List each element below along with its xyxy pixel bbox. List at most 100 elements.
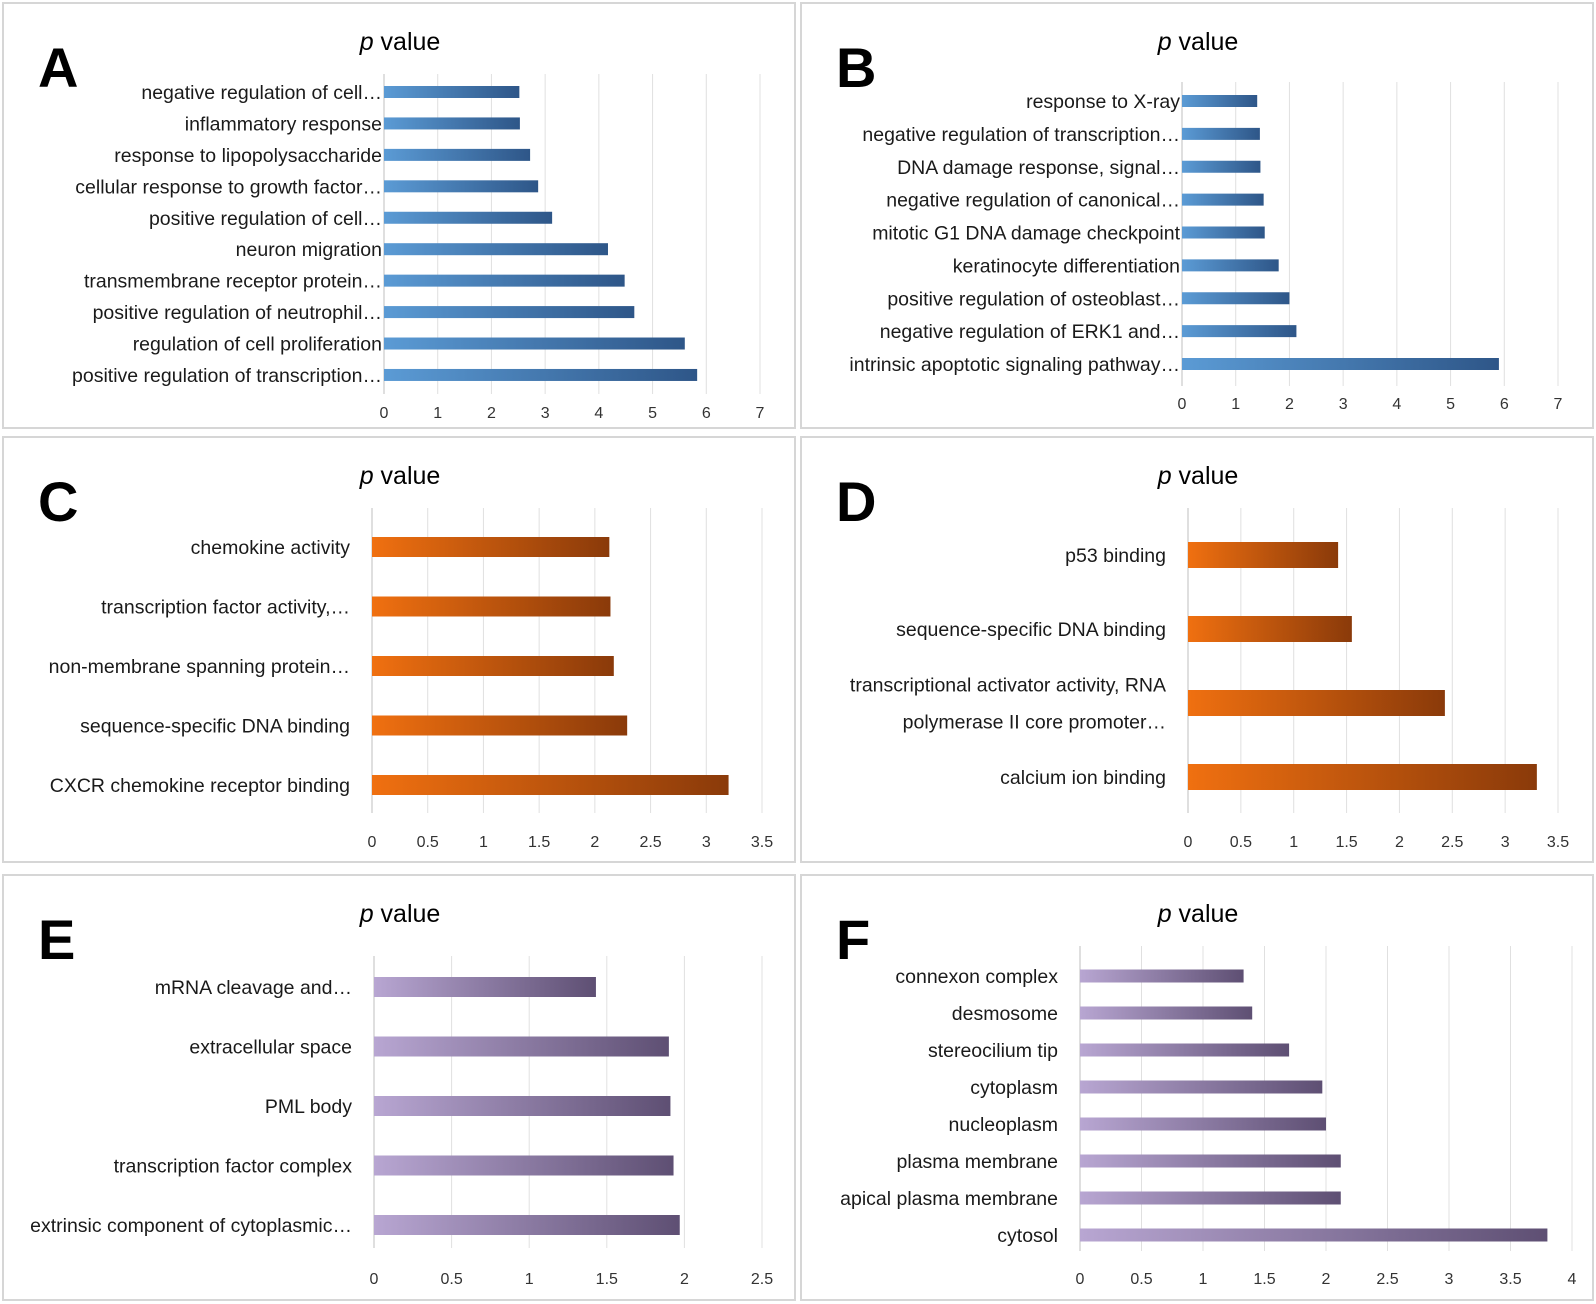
bar xyxy=(384,211,553,224)
bar xyxy=(1182,95,1258,107)
chart-title-text: value xyxy=(1178,28,1239,56)
bar xyxy=(384,180,539,193)
tick-label: 3 xyxy=(541,405,550,422)
category-label: plasma membrane xyxy=(897,1151,1058,1173)
tick-label: 7 xyxy=(756,405,765,422)
category-label: positive regulation of cell… xyxy=(149,208,382,230)
bar xyxy=(1080,1080,1323,1094)
tick-label: 1 xyxy=(1199,1271,1208,1288)
bar xyxy=(1188,542,1339,568)
tick-label: 1 xyxy=(1231,396,1240,413)
bar xyxy=(384,274,625,287)
tick-label: 2.5 xyxy=(1441,834,1463,851)
chart-title: p value xyxy=(360,462,441,491)
bar xyxy=(1188,690,1445,716)
chart-title-italic: p xyxy=(1157,900,1172,928)
category-label: extracellular space xyxy=(189,1037,352,1059)
tick-label: 1.5 xyxy=(528,834,550,851)
bar xyxy=(384,306,635,319)
bar-chart-b: 0 1 2 3 4 5 6 7 response to X-ray negative regula… xyxy=(849,82,1563,413)
panel-d: D p value 0 0.5 1 1.5 2 2.5 3 3.5 p53 binding seq… xyxy=(800,436,1594,863)
tick-label: 2 xyxy=(1285,396,1294,413)
tick-label: 4 xyxy=(594,405,603,422)
tick-label: 0 xyxy=(380,405,389,422)
category-label: transcription factor complex xyxy=(114,1156,353,1178)
category-label: positive regulation of neutrophil… xyxy=(93,302,382,324)
bar-chart-a: 0 1 2 3 4 5 6 7 negative regulation of cell… infl… xyxy=(72,74,765,422)
tick-label: 1.5 xyxy=(1335,834,1357,851)
bar xyxy=(1080,1228,1548,1242)
bar-chart-f: 0 0.5 1 1.5 2 2.5 3 3.5 4 connexon complex desmoso… xyxy=(840,946,1577,1288)
panel-a: A p value 0 1 2 3 4 5 6 7 negative regulation of… xyxy=(2,2,796,429)
category-label: transmembrane receptor protein… xyxy=(84,271,382,293)
tick-label: 0 xyxy=(1184,834,1193,851)
tick-label: 3 xyxy=(702,834,711,851)
bar xyxy=(372,596,611,617)
bar xyxy=(1182,358,1499,370)
category-label: PML body xyxy=(265,1096,352,1118)
category-label: negative regulation of cell… xyxy=(141,82,382,104)
bar xyxy=(1182,226,1265,239)
panel-e: E p value 0 0.5 1 1.5 2 2.5 mRNA cleavage and…… xyxy=(2,874,796,1301)
category-label: intrinsic apoptotic signaling pathway… xyxy=(849,354,1180,376)
panel-letter: A xyxy=(38,36,79,99)
tick-label: 4 xyxy=(1568,1271,1577,1288)
tick-label: 2.5 xyxy=(751,1271,773,1288)
category-label: chemokine activity xyxy=(191,537,351,559)
bar xyxy=(384,86,520,98)
tick-label: 2 xyxy=(487,405,496,422)
category-label: non-membrane spanning protein… xyxy=(49,656,350,678)
bar xyxy=(372,537,610,557)
bar xyxy=(1182,259,1279,272)
chart-title-italic: p xyxy=(359,462,374,490)
bar xyxy=(1080,1043,1290,1057)
chart-title: p value xyxy=(1158,900,1239,929)
chart-title-text: value xyxy=(380,462,441,490)
bar xyxy=(1188,764,1537,790)
tick-label: 1 xyxy=(433,405,442,422)
bar xyxy=(372,775,729,795)
category-label: calcium ion binding xyxy=(1000,767,1166,789)
chart-title-italic: p xyxy=(359,900,374,928)
tick-label: 3.5 xyxy=(1547,834,1569,851)
chart-title-text: value xyxy=(1178,462,1239,490)
bar xyxy=(374,977,596,997)
bar xyxy=(384,243,608,256)
tick-label: 6 xyxy=(702,405,711,422)
chart-title-italic: p xyxy=(1157,462,1172,490)
bar xyxy=(374,1096,671,1116)
bar xyxy=(374,1155,674,1176)
tick-label: 5 xyxy=(648,405,657,422)
bar xyxy=(1182,292,1290,305)
tick-label: 2 xyxy=(1322,1271,1331,1288)
tick-label: 3 xyxy=(1445,1271,1454,1288)
category-label: connexon complex xyxy=(895,966,1058,988)
tick-label: 1 xyxy=(1289,834,1298,851)
tick-label: 3 xyxy=(1501,834,1510,851)
bar xyxy=(1080,969,1244,983)
panel-letter: D xyxy=(836,470,877,533)
panel-letter: F xyxy=(836,908,871,971)
tick-label: 5 xyxy=(1446,396,1455,413)
bar xyxy=(384,117,520,130)
tick-label: 2.5 xyxy=(1376,1271,1398,1288)
panel-letter: C xyxy=(38,470,79,533)
panel-c: C p value 0 0.5 1 1.5 2 2.5 3 3.5 chemokine acti… xyxy=(2,436,796,863)
category-label: cytosol xyxy=(997,1225,1058,1247)
bar xyxy=(384,337,685,350)
panel-letter: E xyxy=(38,908,76,971)
category-label: transcriptional activator activity, RNA xyxy=(850,675,1166,697)
tick-label: 0.5 xyxy=(1230,834,1252,851)
bar xyxy=(374,1036,669,1057)
bar xyxy=(1080,1154,1341,1168)
bar xyxy=(384,148,531,161)
bar xyxy=(372,715,628,736)
chart-title: p value xyxy=(1158,462,1239,491)
tick-label: 4 xyxy=(1392,396,1401,413)
bar xyxy=(384,368,698,381)
tick-label: 2 xyxy=(680,1271,689,1288)
category-label: neuron migration xyxy=(236,239,382,261)
category-label: regulation of cell proliferation xyxy=(133,334,382,356)
category-label: transcription factor activity,… xyxy=(101,597,350,619)
tick-label: 0.5 xyxy=(1130,1271,1152,1288)
